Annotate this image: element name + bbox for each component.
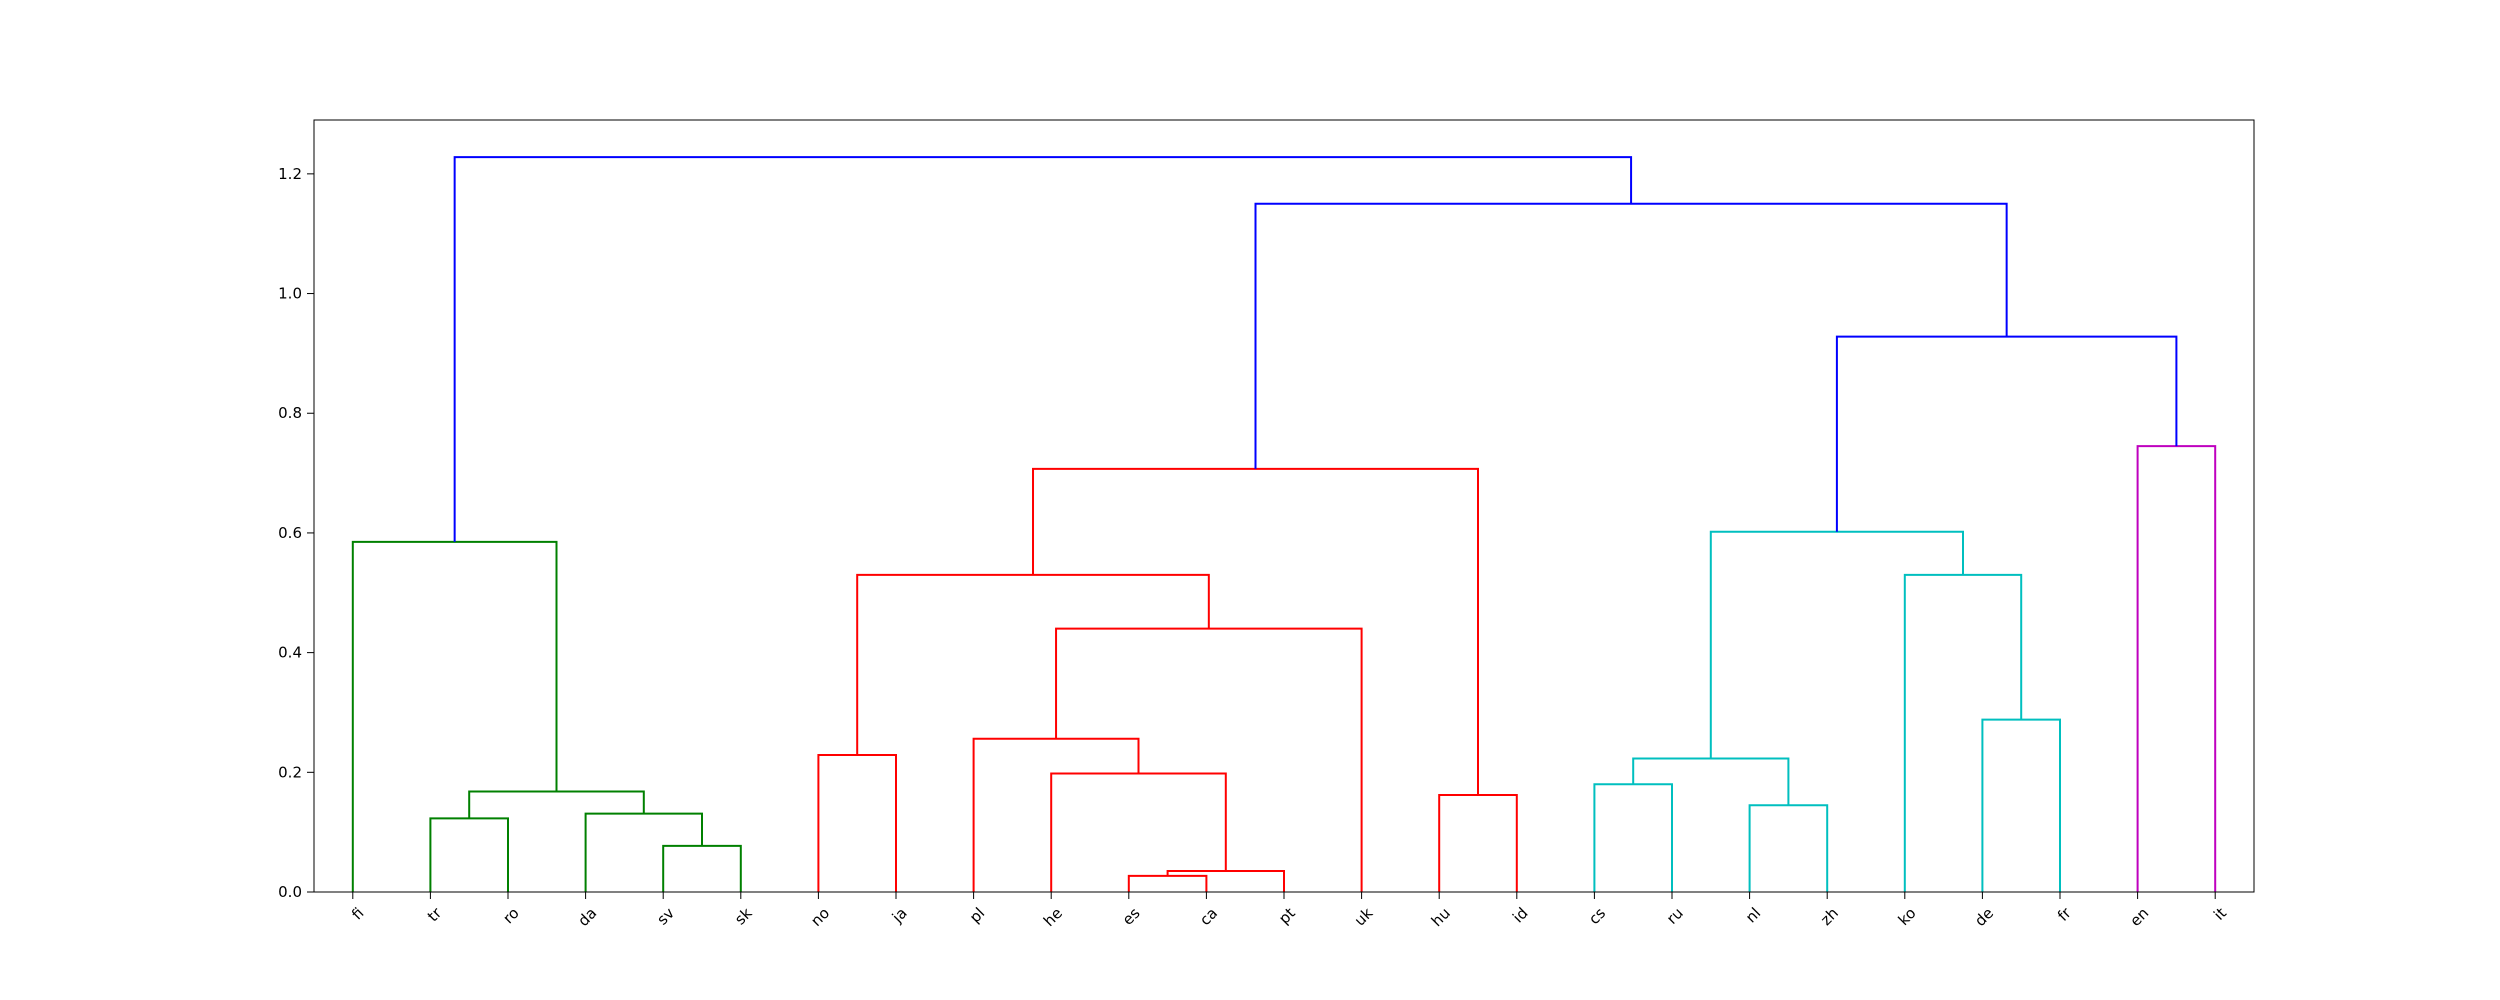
- leaf-label-no: no: [807, 904, 833, 930]
- y-tick-label: 0.4: [278, 644, 302, 662]
- dendrogram-link-g5: [351, 540, 558, 892]
- y-tick-label: 0.8: [278, 404, 302, 422]
- dendrogram-link-m1: [2136, 445, 2217, 892]
- leaf-label-zh: zh: [1817, 904, 1842, 929]
- dendrogram-link-g1: [429, 817, 509, 892]
- leaf-label-it: it: [2210, 904, 2230, 924]
- leaf-label-sk: sk: [731, 904, 756, 929]
- dendrogram-link-b1: [1835, 335, 2178, 532]
- dendrogram-link-c6: [1709, 530, 1964, 759]
- leaf-label-uk: uk: [1351, 904, 1377, 930]
- leaf-label-ja: ja: [888, 904, 911, 927]
- leaf-label-tr: tr: [424, 903, 446, 925]
- dendrogram-link-c4: [1981, 718, 2061, 892]
- dendrogram-link-r5: [972, 737, 1140, 892]
- dendrogram-link-b3: [453, 156, 1633, 542]
- y-tick-label: 0.6: [278, 524, 302, 542]
- leaf-label-sv: sv: [653, 904, 678, 929]
- dendrogram-link-g3: [584, 812, 703, 892]
- leaf-label-ru: ru: [1663, 904, 1687, 928]
- y-axis: 0.0 0.2 0.4 0.6 0.8 1.0 1.2: [278, 165, 314, 901]
- dendrogram-link-c3: [1632, 757, 1790, 806]
- leaf-label-ca: ca: [1196, 904, 1221, 929]
- leaf-label-he: he: [1040, 904, 1066, 930]
- dendrogram-link-r6: [1055, 627, 1363, 892]
- leaf-label-fr: fr: [2054, 903, 2075, 924]
- plot-frame: [313, 119, 2255, 893]
- dendrogram-link-c2: [1748, 804, 1829, 892]
- leaf-label-id: id: [1509, 904, 1531, 926]
- leaf-label-pt: pt: [1275, 904, 1299, 928]
- leaf-label-ro: ro: [499, 904, 522, 927]
- y-tick-label: 0.2: [278, 763, 302, 781]
- dendrogram-link-g2: [662, 844, 742, 892]
- dendrogram-link-r1: [817, 753, 897, 892]
- leaf-label-es: es: [1119, 904, 1144, 929]
- leaf-label-pl: pl: [966, 904, 988, 926]
- y-tick-label: 1.0: [278, 285, 302, 303]
- dendrogram-link-c5: [1903, 573, 2023, 892]
- leaf-label-en: en: [2126, 904, 2152, 930]
- leaf-label-ko: ko: [1895, 904, 1920, 929]
- dendrogram-link-r4: [1050, 772, 1227, 892]
- leaf-label-de: de: [1971, 904, 1997, 930]
- leaf-label-da: da: [574, 904, 600, 930]
- leaf-label-cs: cs: [1585, 904, 1609, 928]
- dendrogram-link-r9: [1032, 467, 1479, 796]
- y-tick-label: 1.2: [278, 165, 302, 183]
- dendrogram-link-r7: [856, 573, 1210, 755]
- dendrogram-link-c1: [1593, 783, 1673, 892]
- dendrogram-links: [351, 156, 2217, 892]
- y-tick-label: 0.0: [278, 883, 302, 901]
- dendrogram-link-r2: [1127, 874, 1208, 892]
- leaf-label-fi: fi: [348, 904, 367, 923]
- leaf-label-nl: nl: [1742, 904, 1764, 926]
- dendrogram-link-r3: [1166, 870, 1285, 892]
- x-axis: fi tr ro da sv sk no ja pl he es ca pt uk hu id cs ru nl zh…: [348, 892, 2230, 930]
- leaf-label-hu: hu: [1428, 904, 1454, 930]
- dendrogram-link-r8: [1438, 794, 1518, 892]
- dendrogram-link-b2: [1254, 202, 2008, 469]
